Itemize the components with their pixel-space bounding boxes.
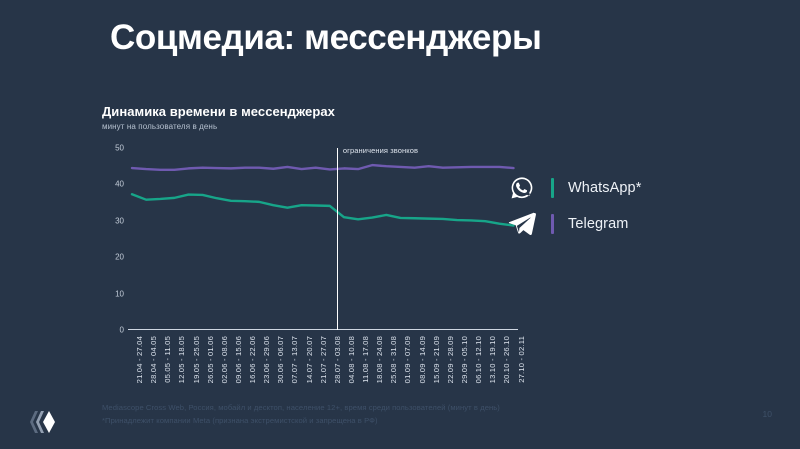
whatsapp-icon — [505, 175, 539, 201]
y-axis-tick: 20 — [115, 252, 124, 262]
y-axis-tick: 30 — [115, 216, 124, 226]
x-axis-tick-label: 01.09 - 07.09 — [403, 336, 413, 384]
y-axis-tick: 40 — [115, 179, 124, 189]
annotation-vertical-line — [336, 148, 338, 330]
x-axis-tick-label: 12.05 - 18.05 — [177, 336, 187, 384]
x-axis-tick-label: 20.10 - 26.10 — [502, 336, 512, 384]
legend-label-telegram: Telegram — [568, 216, 629, 232]
x-axis-tick-label: 11.08 - 17.08 — [361, 336, 371, 383]
legend-item-whatsapp[interactable]: WhatsApp* — [505, 170, 715, 206]
x-axis-tick-label: 15.09 - 21.09 — [431, 336, 441, 384]
annotation-label: ограничения звонков — [342, 146, 419, 155]
x-axis-tick-label: 08.09 - 14.09 — [417, 336, 427, 384]
x-axis-tick-label: 30.06 - 06.07 — [276, 336, 286, 384]
x-axis-tick-label: 22.09 - 28.09 — [445, 336, 455, 384]
x-axis-tick-label: 06.10 - 12.10 — [474, 336, 484, 384]
x-axis-tick-label: 28.04 - 04.05 — [149, 336, 159, 384]
y-axis-tick: 0 — [119, 325, 124, 335]
x-axis-tick-label: 23.06 - 29.06 — [262, 336, 272, 384]
x-axis-tick-label: 02.06 - 08.06 — [219, 336, 229, 384]
chart-block: Динамика времени в мессенджерах минут на… — [102, 104, 702, 404]
plot-canvas: ограничения звонков — [128, 146, 518, 330]
plot-area: 0 10 20 30 40 50 ограничения звонков 21.04 - … — [102, 144, 702, 408]
legend-label-whatsapp: WhatsApp* — [568, 180, 642, 196]
x-axis-line — [128, 329, 518, 330]
chart-subtitle: минут на пользователя в день — [102, 122, 218, 131]
x-axis-tick-label: 27.10 - 02.11 — [516, 336, 526, 383]
x-axis-tick-label: 09.06 - 15.06 — [233, 336, 243, 384]
x-axis-tick-label: 19.05 - 25.05 — [191, 336, 201, 384]
x-axis-tick-label: 05.05 - 11.05 — [163, 336, 173, 383]
line-chart-svg — [130, 163, 515, 227]
x-axis-tick-label: 25.08 - 31.08 — [389, 336, 399, 384]
x-axis-labels: 21.04 - 27.04 28.04 - 04.05 05.05 - 11.05 1… — [128, 334, 526, 404]
y-axis: 0 10 20 30 40 50 — [102, 144, 124, 335]
page-title: Соцмедиа: мессенджеры — [110, 18, 542, 57]
series-line-telegram — [130, 163, 515, 172]
x-axis-tick-label: 04.08 - 10.08 — [346, 336, 356, 384]
x-axis-tick-label: 26.05 - 01.06 — [205, 336, 215, 384]
layered-diamond-logo-icon — [22, 407, 58, 437]
x-axis-tick-label: 21.07 - 27.07 — [318, 336, 328, 384]
telegram-icon — [505, 211, 539, 237]
x-axis-tick-label: 18.08 - 24.08 — [375, 336, 385, 384]
x-axis-tick-label: 14.07 - 20.07 — [304, 336, 314, 384]
page-number: 10 — [762, 409, 772, 419]
x-axis-tick-label: 28.07 - 03.08 — [332, 336, 342, 384]
x-axis-tick-label: 29.09 - 05.10 — [460, 336, 469, 384]
legend-item-telegram[interactable]: Telegram — [505, 206, 715, 242]
footnote-line-1: Mediascope Cross Web, Россия, мобайл и д… — [102, 403, 500, 412]
y-axis-tick: 10 — [115, 289, 124, 299]
y-axis-tick: 50 — [115, 143, 124, 153]
legend-color-swatch-telegram — [551, 214, 554, 234]
x-axis-tick-label: 16.06 - 22.06 — [248, 336, 258, 384]
series-line-whatsapp — [130, 193, 515, 227]
x-axis-tick-label: 07.07 - 13.07 — [290, 336, 300, 384]
chart-legend: WhatsApp* Telegram — [505, 170, 715, 242]
chart-title: Динамика времени в мессенджерах — [102, 104, 335, 119]
legend-color-swatch-whatsapp — [551, 178, 554, 198]
x-axis-tick-label: 21.04 - 27.04 — [135, 336, 144, 384]
footnote: Mediascope Cross Web, Россия, мобайл и д… — [102, 402, 662, 427]
x-axis-tick-label: 13.10 - 19.10 — [488, 336, 498, 384]
footnote-line-2: *Принадлежит компании Meta (признана экс… — [102, 415, 378, 425]
